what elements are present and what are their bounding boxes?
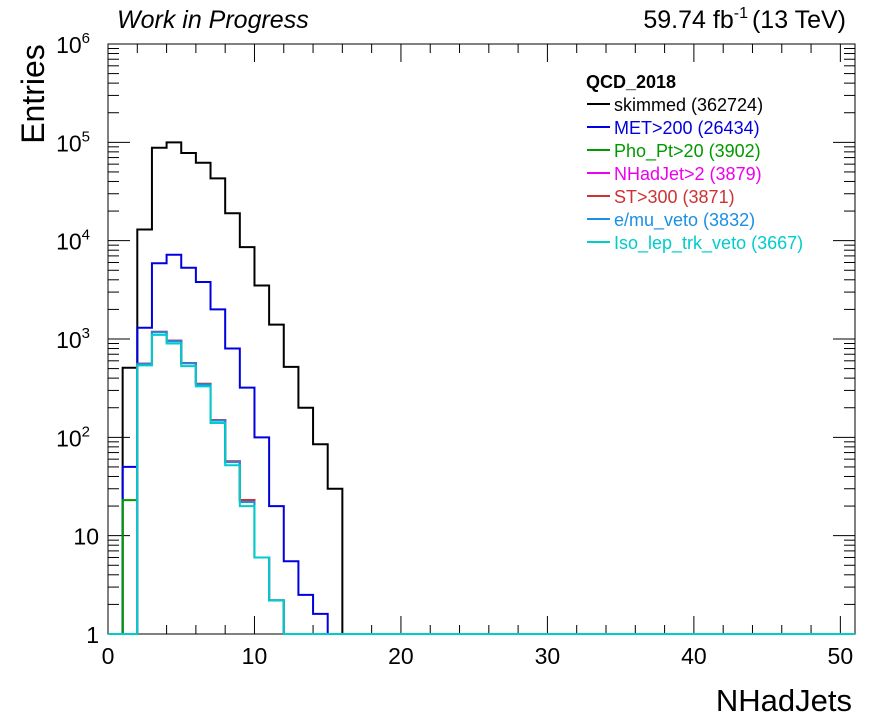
y-tick-label: 104 [56,227,90,255]
x-tick-label: 30 [535,643,561,669]
x-tick-label: 10 [242,643,268,669]
y-axis-title: Entries [15,44,51,144]
lumi-exponent: -1 [734,5,748,22]
x-tick-label: 50 [828,643,854,669]
legend-entry: Iso_lep_trk_veto (3667) [614,233,803,254]
legend-entry: Pho_Pt>20 (3902) [614,141,761,162]
y-tick-label: 1 [86,622,99,648]
lumi-value: 59.74 fb [643,6,733,34]
y-tick-label: 10 [73,524,99,550]
x-axis-title: NHadJets [716,683,852,718]
y-tick-label: 106 [56,30,90,58]
legend-entry: ST>300 (3871) [614,187,735,207]
legend-entry: NHadJet>2 (3879) [614,164,762,184]
y-tick-label: 103 [56,325,90,353]
legend-title: QCD_2018 [586,72,676,92]
series-layer [108,141,855,635]
luminosity-label: 59.74 fb-1 (13 TeV) [643,5,846,34]
legend-entry: skimmed (362724) [614,95,763,115]
x-tick-label: 40 [681,643,707,669]
y-tick-label: 105 [56,128,90,156]
legend-entry: MET>200 (26434) [614,118,760,138]
x-tick-label: 20 [388,643,414,669]
work-in-progress-label: Work in Progress [117,6,309,34]
axis-ticks: 0 10 20 30 40 50 1 10 102 103 104 105 106 [56,30,855,669]
y-tick-label: 102 [56,423,90,451]
legend-entry: e/mu_veto (3832) [614,210,755,231]
x-tick-label: 0 [102,643,115,669]
energy-label: (13 TeV) [752,6,846,34]
series-line-iso-lep-trk-veto [108,333,855,635]
